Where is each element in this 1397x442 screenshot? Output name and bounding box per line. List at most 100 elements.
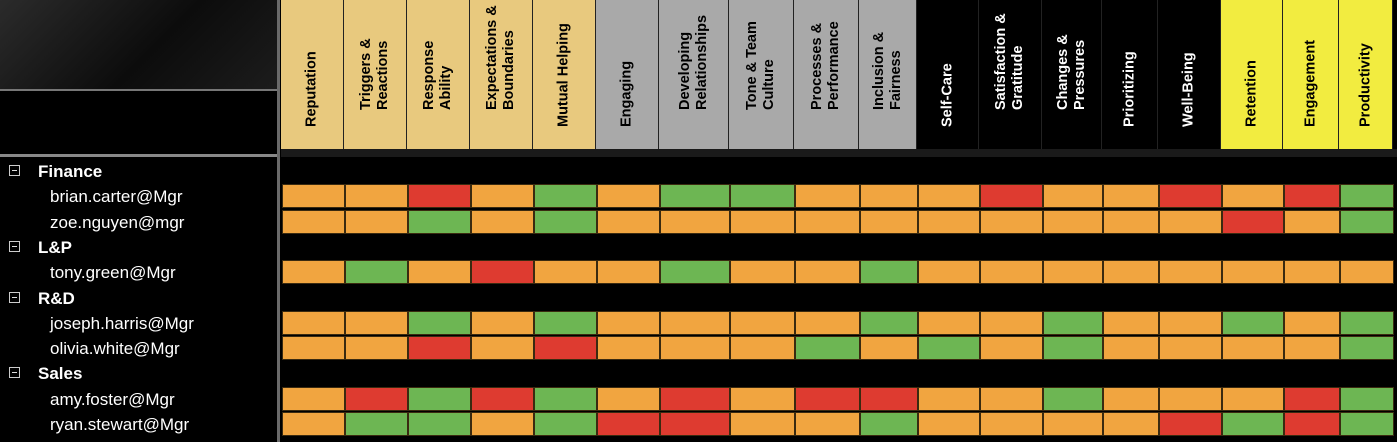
heatmap-cell[interactable] [534,210,597,234]
row-group-finance[interactable]: Finance [0,159,277,184]
column-header-expectations-boundaries[interactable]: Expectations & Boundaries [470,0,533,149]
heatmap-cell[interactable] [918,184,980,208]
heatmap-cell[interactable] [1340,210,1394,234]
heatmap-cell[interactable] [1043,184,1103,208]
heatmap-cell[interactable] [471,260,534,284]
heatmap-cell[interactable] [408,184,471,208]
heatmap-cell[interactable] [1222,184,1284,208]
heatmap-cell[interactable] [1159,311,1222,335]
heatmap-cell[interactable] [1340,412,1394,436]
heatmap-cell[interactable] [1043,210,1103,234]
row-group-l-p[interactable]: L&P [0,235,277,260]
heatmap-cell[interactable] [1222,210,1284,234]
heatmap-cell[interactable] [471,311,534,335]
row-manager[interactable]: joseph.harris@Mgr [0,311,277,336]
heatmap-cell[interactable] [1159,210,1222,234]
heatmap-cell[interactable] [660,336,730,360]
heatmap-cell[interactable] [795,210,860,234]
heatmap-cell[interactable] [730,311,795,335]
heatmap-cell[interactable] [408,412,471,436]
heatmap-cell[interactable] [282,336,345,360]
heatmap-cell[interactable] [345,387,408,411]
heatmap-cell[interactable] [345,260,408,284]
heatmap-cell[interactable] [1159,260,1222,284]
heatmap-cell[interactable] [1222,387,1284,411]
row-manager[interactable]: tony.green@Mgr [0,260,277,285]
column-header-developing-relationships[interactable]: Developing Relationships [659,0,729,149]
heatmap-cell[interactable] [1159,336,1222,360]
heatmap-cell[interactable] [918,412,980,436]
heatmap-cell[interactable] [282,210,345,234]
heatmap-cell[interactable] [1340,260,1394,284]
heatmap-cell[interactable] [1043,336,1103,360]
heatmap-cell[interactable] [795,311,860,335]
row-group-r-d[interactable]: R&D [0,286,277,311]
heatmap-cell[interactable] [660,412,730,436]
row-group-sales[interactable]: Sales [0,361,277,386]
heatmap-cell[interactable] [980,336,1043,360]
row-manager[interactable]: brian.carter@Mgr [0,184,277,209]
heatmap-cell[interactable] [1222,412,1284,436]
heatmap-cell[interactable] [795,336,860,360]
heatmap-cell[interactable] [1103,210,1159,234]
heatmap-cell[interactable] [1340,387,1394,411]
heatmap-cell[interactable] [730,336,795,360]
collapse-icon[interactable] [9,165,20,176]
heatmap-cell[interactable] [660,210,730,234]
heatmap-cell[interactable] [1043,412,1103,436]
heatmap-cell[interactable] [345,311,408,335]
heatmap-cell[interactable] [980,260,1043,284]
heatmap-cell[interactable] [918,210,980,234]
collapse-icon[interactable] [9,367,20,378]
heatmap-cell[interactable] [282,412,345,436]
row-manager[interactable]: zoe.nguyen@mgr [0,210,277,235]
heatmap-cell[interactable] [1284,311,1340,335]
heatmap-cell[interactable] [795,387,860,411]
heatmap-cell[interactable] [534,311,597,335]
heatmap-cell[interactable] [345,210,408,234]
heatmap-cell[interactable] [408,387,471,411]
heatmap-cell[interactable] [795,412,860,436]
heatmap-cell[interactable] [597,336,660,360]
heatmap-cell[interactable] [282,260,345,284]
row-manager[interactable]: olivia.white@Mgr [0,336,277,361]
heatmap-cell[interactable] [860,311,918,335]
heatmap-cell[interactable] [860,260,918,284]
heatmap-cell[interactable] [918,311,980,335]
column-header-changes-pressures[interactable]: Changes & Pressures [1042,0,1102,149]
heatmap-cell[interactable] [282,311,345,335]
heatmap-cell[interactable] [795,184,860,208]
heatmap-cell[interactable] [660,311,730,335]
row-manager[interactable]: amy.foster@Mgr [0,387,277,412]
heatmap-cell[interactable] [1222,336,1284,360]
heatmap-cell[interactable] [345,184,408,208]
heatmap-cell[interactable] [282,184,345,208]
collapse-icon[interactable] [9,241,20,252]
heatmap-cell[interactable] [408,336,471,360]
heatmap-cell[interactable] [1340,311,1394,335]
heatmap-cell[interactable] [282,387,345,411]
heatmap-cell[interactable] [1284,260,1340,284]
column-header-satisfaction-gratitude[interactable]: Satisfaction & Gratitude [979,0,1042,149]
heatmap-cell[interactable] [1043,260,1103,284]
heatmap-cell[interactable] [534,336,597,360]
heatmap-cell[interactable] [345,336,408,360]
heatmap-cell[interactable] [860,336,918,360]
heatmap-cell[interactable] [1159,184,1222,208]
row-manager[interactable]: ryan.stewart@Mgr [0,412,277,437]
heatmap-cell[interactable] [1103,387,1159,411]
heatmap-cell[interactable] [980,311,1043,335]
heatmap-cell[interactable] [471,336,534,360]
heatmap-cell[interactable] [730,210,795,234]
heatmap-cell[interactable] [345,412,408,436]
heatmap-cell[interactable] [1222,260,1284,284]
heatmap-cell[interactable] [860,184,918,208]
heatmap-cell[interactable] [1340,184,1394,208]
heatmap-cell[interactable] [534,184,597,208]
heatmap-cell[interactable] [660,184,730,208]
heatmap-cell[interactable] [1284,412,1340,436]
column-header-response-ability[interactable]: Response Ability [407,0,470,149]
column-header-reputation[interactable]: Reputation [281,0,344,149]
column-header-productivity[interactable]: Productivity [1339,0,1393,149]
heatmap-cell[interactable] [1284,387,1340,411]
